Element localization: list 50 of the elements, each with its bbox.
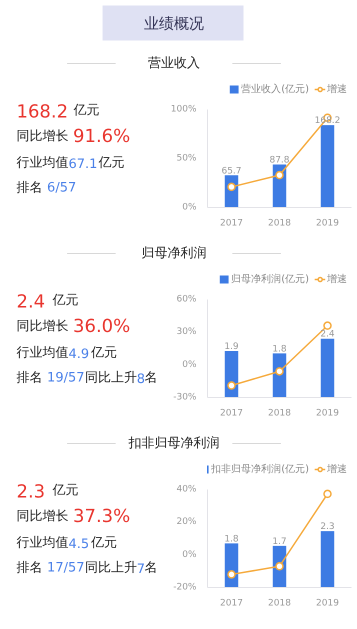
- legend-label: 扣非归母净利润(亿元): [211, 462, 309, 476]
- legend-label: 归母净利润(亿元): [231, 272, 309, 286]
- x-tick-label: 2019: [316, 218, 340, 228]
- text: 行业均值4.5亿元: [16, 536, 118, 552]
- data-label: 1.7: [272, 536, 287, 547]
- y-tick-label: 50%: [176, 154, 197, 164]
- text: 同比增长 91.6%: [16, 126, 130, 148]
- text: 2.4 亿元: [16, 291, 78, 312]
- y-tick-label: 30%: [176, 327, 197, 338]
- x-tick-label: 2019: [316, 408, 340, 418]
- chart-title: 归母净利润: [142, 246, 206, 261]
- x-tick-label: 2017: [220, 598, 243, 608]
- legend-label: 增速: [327, 272, 347, 286]
- y-tick-label: 40%: [176, 484, 197, 494]
- text: 同比增长 36.0%: [16, 316, 130, 338]
- x-tick-label: 2017: [220, 408, 243, 418]
- data-label: 87.8: [269, 155, 290, 166]
- legend-label: 增速: [327, 462, 347, 476]
- chart-title: 营业收入: [148, 56, 200, 71]
- x-tick-label: 2018: [268, 218, 292, 228]
- y-tick-label: 60%: [176, 294, 197, 304]
- data-label: 1.8: [272, 344, 287, 354]
- y-tick-label: 100%: [170, 104, 197, 114]
- y-tick-label: 0%: [182, 202, 197, 212]
- x-tick-label: 2018: [268, 408, 292, 418]
- x-tick-label: 2019: [316, 598, 340, 608]
- y-tick-label: 20%: [176, 517, 197, 528]
- data-label: 2.3: [320, 522, 335, 532]
- y-tick-label: -30%: [173, 392, 197, 402]
- chart-title: 扣非归母净利润: [128, 436, 220, 451]
- data-label: 65.7: [221, 166, 242, 176]
- text: 排名 19/57同比上升8名: [16, 370, 158, 387]
- text: 业绩概况: [144, 14, 204, 32]
- text: 同比增长 37.3%: [16, 506, 130, 528]
- text: 行业均值4.9亿元: [16, 346, 118, 362]
- data-label: 1.9: [224, 342, 239, 352]
- text: 2.3 亿元: [16, 481, 78, 502]
- text: 行业均值67.1亿元: [16, 156, 125, 172]
- y-tick-label: -20%: [173, 582, 197, 592]
- text: 排名 6/57: [16, 180, 76, 196]
- x-tick-label: 2018: [268, 598, 292, 608]
- data-label: 2.4: [320, 330, 335, 340]
- text: 排名 17/57同比上升7名: [16, 560, 158, 577]
- legend-label: 增速: [327, 82, 347, 96]
- data-label: 1.8: [224, 534, 239, 544]
- y-tick-label: 0%: [182, 360, 197, 370]
- y-tick-label: 0%: [182, 550, 197, 560]
- text: 168.2 亿元: [16, 101, 100, 122]
- legend-label: 营业收入(亿元): [241, 82, 309, 96]
- x-tick-label: 2017: [220, 218, 243, 228]
